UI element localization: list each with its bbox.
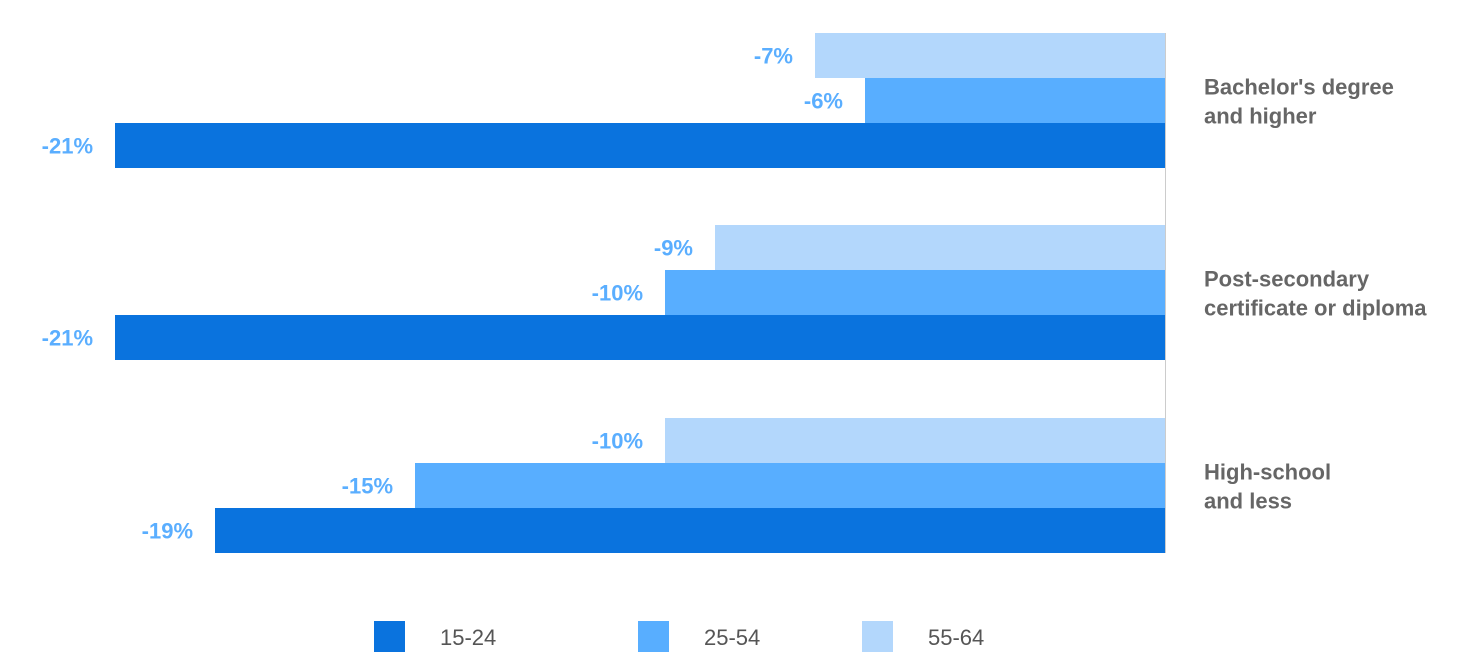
category-label-0: Bachelor's degree and higher <box>1204 75 1394 129</box>
value-label-25-54-2: -15% <box>342 474 393 499</box>
value-label-55-64-1: -9% <box>654 236 693 261</box>
bar-25-54-2 <box>415 463 1165 508</box>
bar-15-24-0 <box>115 123 1165 168</box>
legend-swatch-55-64 <box>862 621 893 652</box>
bar-55-64-2 <box>665 418 1165 463</box>
value-labels-group: -7% -6% -21% -9% -10% -21% -10% -15% -19% <box>42 44 843 544</box>
value-label-55-64-0: -7% <box>754 44 793 69</box>
category-label-1: Post-secondary certificate or diploma <box>1204 267 1427 321</box>
value-label-25-54-1: -10% <box>592 281 643 306</box>
bar-25-54-0 <box>865 78 1165 123</box>
bars-group <box>115 33 1165 553</box>
legend-label-55-64: 55-64 <box>928 625 984 650</box>
bar-55-64-0 <box>815 33 1165 78</box>
legend-label-25-54: 25-54 <box>704 625 760 650</box>
value-label-15-24-0: -21% <box>42 134 93 159</box>
value-label-25-54-0: -6% <box>804 89 843 114</box>
legend-swatch-25-54 <box>638 621 669 652</box>
legend-label-15-24: 15-24 <box>440 625 496 650</box>
category-labels-group: Bachelor's degree and higher Post-secondar… <box>1204 75 1427 514</box>
bar-55-64-1 <box>715 225 1165 270</box>
value-label-15-24-2: -19% <box>142 519 193 544</box>
legend-swatch-15-24 <box>374 621 405 652</box>
bar-15-24-1 <box>115 315 1165 360</box>
category-label-2: High-school and less <box>1204 460 1331 514</box>
bar-15-24-2 <box>215 508 1165 553</box>
bar-25-54-1 <box>665 270 1165 315</box>
legend: 15-24 25-54 55-64 <box>374 621 984 652</box>
value-label-15-24-1: -21% <box>42 326 93 351</box>
value-label-55-64-2: -10% <box>592 429 643 454</box>
